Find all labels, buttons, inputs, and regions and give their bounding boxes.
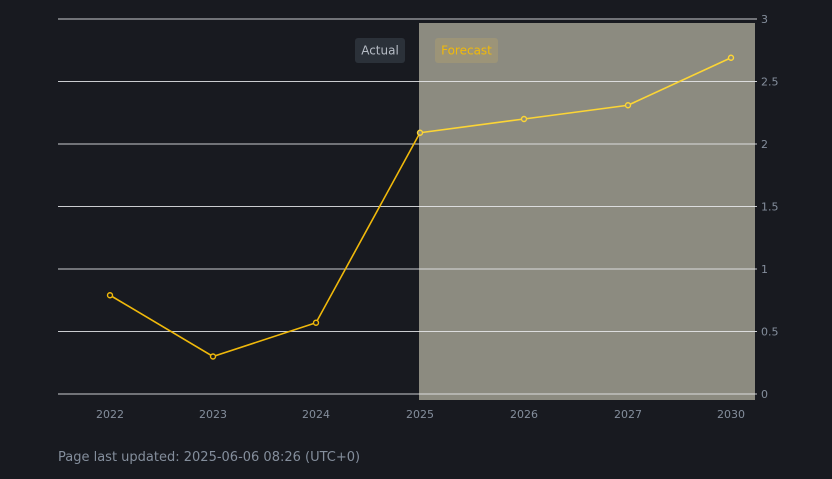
legend-forecast-label: Forecast bbox=[441, 44, 492, 58]
y-tick-label: 0.5 bbox=[761, 326, 779, 339]
x-tick-label: 2030 bbox=[717, 408, 745, 421]
y-tick-label: 2 bbox=[761, 138, 768, 151]
x-axis: 2022 2023 2024 2025 2026 2027 2030 bbox=[96, 408, 745, 421]
x-tick-label: 2023 bbox=[199, 408, 227, 421]
data-point[interactable] bbox=[312, 319, 320, 326]
x-tick-label: 2025 bbox=[406, 408, 434, 421]
forecast-region bbox=[419, 23, 755, 400]
actual-line bbox=[109, 132, 421, 358]
y-tick-label: 1.5 bbox=[761, 201, 779, 214]
series-points bbox=[106, 54, 735, 360]
forecast-line bbox=[419, 57, 732, 134]
x-tick-label: 2024 bbox=[302, 408, 330, 421]
series-line bbox=[109, 57, 732, 358]
x-tick-label: 2022 bbox=[96, 408, 124, 421]
y-tick-label: 2.5 bbox=[761, 76, 779, 89]
data-point[interactable] bbox=[416, 129, 424, 136]
legend-actual[interactable]: Actual bbox=[355, 38, 405, 63]
forecast-shade bbox=[419, 23, 755, 400]
y-tick-label: 0 bbox=[761, 388, 768, 401]
y-axis: 0 0.5 1 1.5 2 2.5 3 bbox=[761, 13, 779, 401]
data-point[interactable] bbox=[106, 292, 114, 299]
y-tick-label: 1 bbox=[761, 263, 768, 276]
data-point[interactable] bbox=[727, 54, 735, 61]
legend: Actual Forecast bbox=[355, 38, 498, 63]
legend-actual-label: Actual bbox=[361, 44, 399, 58]
data-point[interactable] bbox=[624, 102, 632, 109]
x-tick-label: 2027 bbox=[614, 408, 642, 421]
legend-forecast[interactable]: Forecast bbox=[435, 38, 498, 63]
price-prediction-chart: 00.511.522.53 2022 2023 2024 2025 2026 2027 20… bbox=[58, 13, 779, 421]
x-tick-label: 2026 bbox=[510, 408, 538, 421]
gridlines bbox=[58, 18, 757, 395]
data-point[interactable] bbox=[209, 353, 217, 360]
last-updated-text: Page last updated: 2025-06-06 08:26 (UTC… bbox=[58, 450, 361, 465]
data-point[interactable] bbox=[520, 115, 528, 123]
y-tick-label: 3 bbox=[761, 13, 768, 26]
